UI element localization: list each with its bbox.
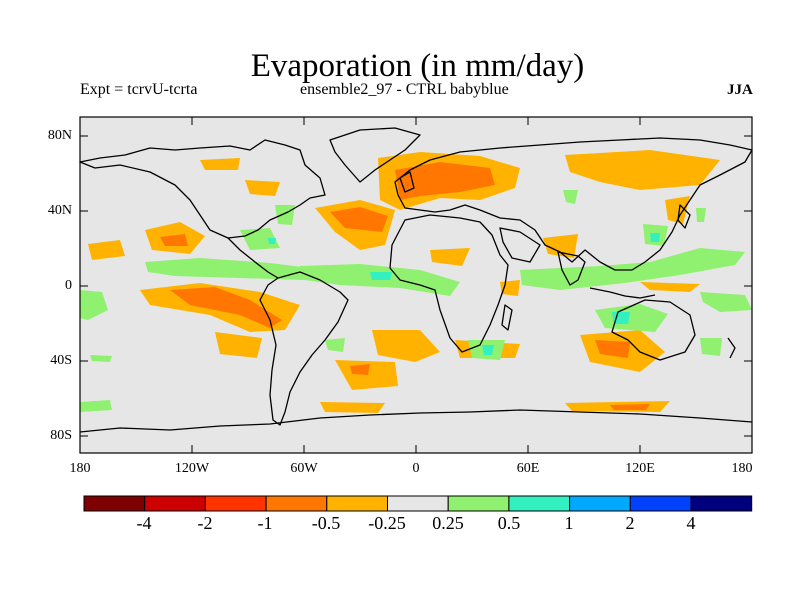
anomaly-blob	[650, 233, 660, 242]
anomaly-blob	[700, 338, 722, 356]
colorbar-label: 1	[564, 513, 574, 533]
anomaly-blob	[665, 196, 690, 224]
coast-uk	[399, 171, 415, 193]
anomaly-blob	[80, 290, 108, 320]
colorbar-swatch	[629, 495, 692, 512]
colorbar-swatch	[265, 495, 328, 512]
anomaly-blob	[543, 234, 578, 258]
axis-ticks	[79, 117, 753, 453]
anomaly-blob	[395, 162, 495, 200]
anomaly-blob	[330, 207, 388, 232]
colorbar-swatch	[326, 495, 388, 512]
anomaly-blob	[430, 248, 470, 266]
anomaly-blob	[275, 205, 295, 225]
coast-indonesia	[589, 287, 656, 299]
colorbar-swatch	[690, 495, 753, 512]
coast-antarctica	[79, 409, 753, 433]
anomaly-blob	[200, 158, 240, 170]
experiment-label: Expt = tcrvU-tcrta	[80, 81, 198, 98]
season-label: JJA	[727, 82, 753, 98]
colorbar-label: 2	[625, 513, 635, 533]
anomaly-blob	[696, 208, 706, 222]
colorbar-label: -1	[257, 513, 273, 533]
anomaly-blob	[565, 150, 720, 190]
coast-arabia	[499, 227, 541, 263]
lon-label: 60W	[290, 461, 318, 476]
anomaly-blob	[215, 332, 262, 358]
colorbar-swatch	[144, 495, 206, 512]
anomaly-blob	[170, 287, 282, 328]
coast-australia	[611, 299, 696, 361]
lat-label: 0	[65, 278, 72, 293]
colorbar-swatch	[569, 495, 631, 512]
coast-central-america	[227, 237, 279, 279]
anomaly-blob	[320, 402, 385, 413]
colorbar-label: -2	[197, 513, 213, 533]
anomaly-blob	[145, 258, 310, 280]
lon-label: 120E	[625, 461, 655, 476]
coast-india	[557, 251, 586, 286]
colorbar	[83, 495, 753, 512]
anomaly-blob	[563, 190, 578, 204]
lat-label: 80N	[47, 128, 72, 143]
anomaly-blob	[700, 292, 752, 312]
colorbar-swatch	[387, 495, 449, 512]
lon-label: 120W	[174, 461, 210, 476]
colorbar-swatch	[204, 495, 267, 512]
anomaly-blob	[482, 345, 494, 355]
anomaly-blob	[88, 240, 125, 260]
lat-label: 40S	[50, 353, 72, 368]
colorbar-label: -0.25	[368, 513, 406, 533]
anomaly-blob	[90, 355, 112, 362]
lon-label: 60E	[516, 461, 540, 476]
anomaly-blob	[245, 180, 280, 196]
anomaly-blob	[640, 282, 700, 292]
lon-label: 180	[731, 461, 753, 476]
colorbar-label: 4	[686, 513, 696, 533]
lon-label: 180	[69, 461, 91, 476]
anomaly-blob	[268, 238, 276, 244]
colorbar-label: -0.5	[311, 513, 341, 533]
anomaly-blob	[500, 280, 520, 296]
strong-negative-anomaly-regions	[160, 162, 650, 410]
coast-north-america	[79, 139, 326, 239]
anomaly-blob	[350, 364, 370, 375]
anomaly-blob	[370, 272, 392, 280]
colorbar-label: -4	[136, 513, 152, 533]
colorbar-swatch	[83, 495, 146, 512]
coastlines	[79, 127, 753, 433]
coast-africa	[389, 214, 509, 353]
lon-label: 0	[412, 461, 420, 476]
coast-greenland	[329, 127, 421, 183]
ensemble-label: ensemble2_97 - CTRL babyblue	[300, 81, 509, 98]
map-title: Evaporation (in mm/day)	[250, 48, 585, 84]
anomaly-blob	[160, 234, 188, 246]
coast-eurasia	[394, 137, 753, 271]
coast-japan	[677, 204, 691, 229]
coast-madagascar	[501, 304, 513, 331]
anomaly-blob	[325, 338, 345, 352]
anomaly-blob	[372, 330, 440, 362]
anomaly-blob	[80, 400, 112, 412]
colorbar-label: 0.25	[432, 513, 464, 533]
lat-label: 80S	[50, 428, 72, 443]
coast-south-america	[259, 271, 349, 426]
colorbar-swatch	[447, 495, 510, 512]
colorbar-swatch	[508, 495, 571, 512]
colorbar-label: 0.5	[497, 513, 521, 533]
coast-new-zealand	[727, 337, 736, 359]
lat-label: 40N	[47, 203, 72, 218]
anomaly-blob	[595, 304, 668, 332]
anomaly-blob	[610, 404, 650, 410]
anomaly-blob	[595, 340, 630, 358]
